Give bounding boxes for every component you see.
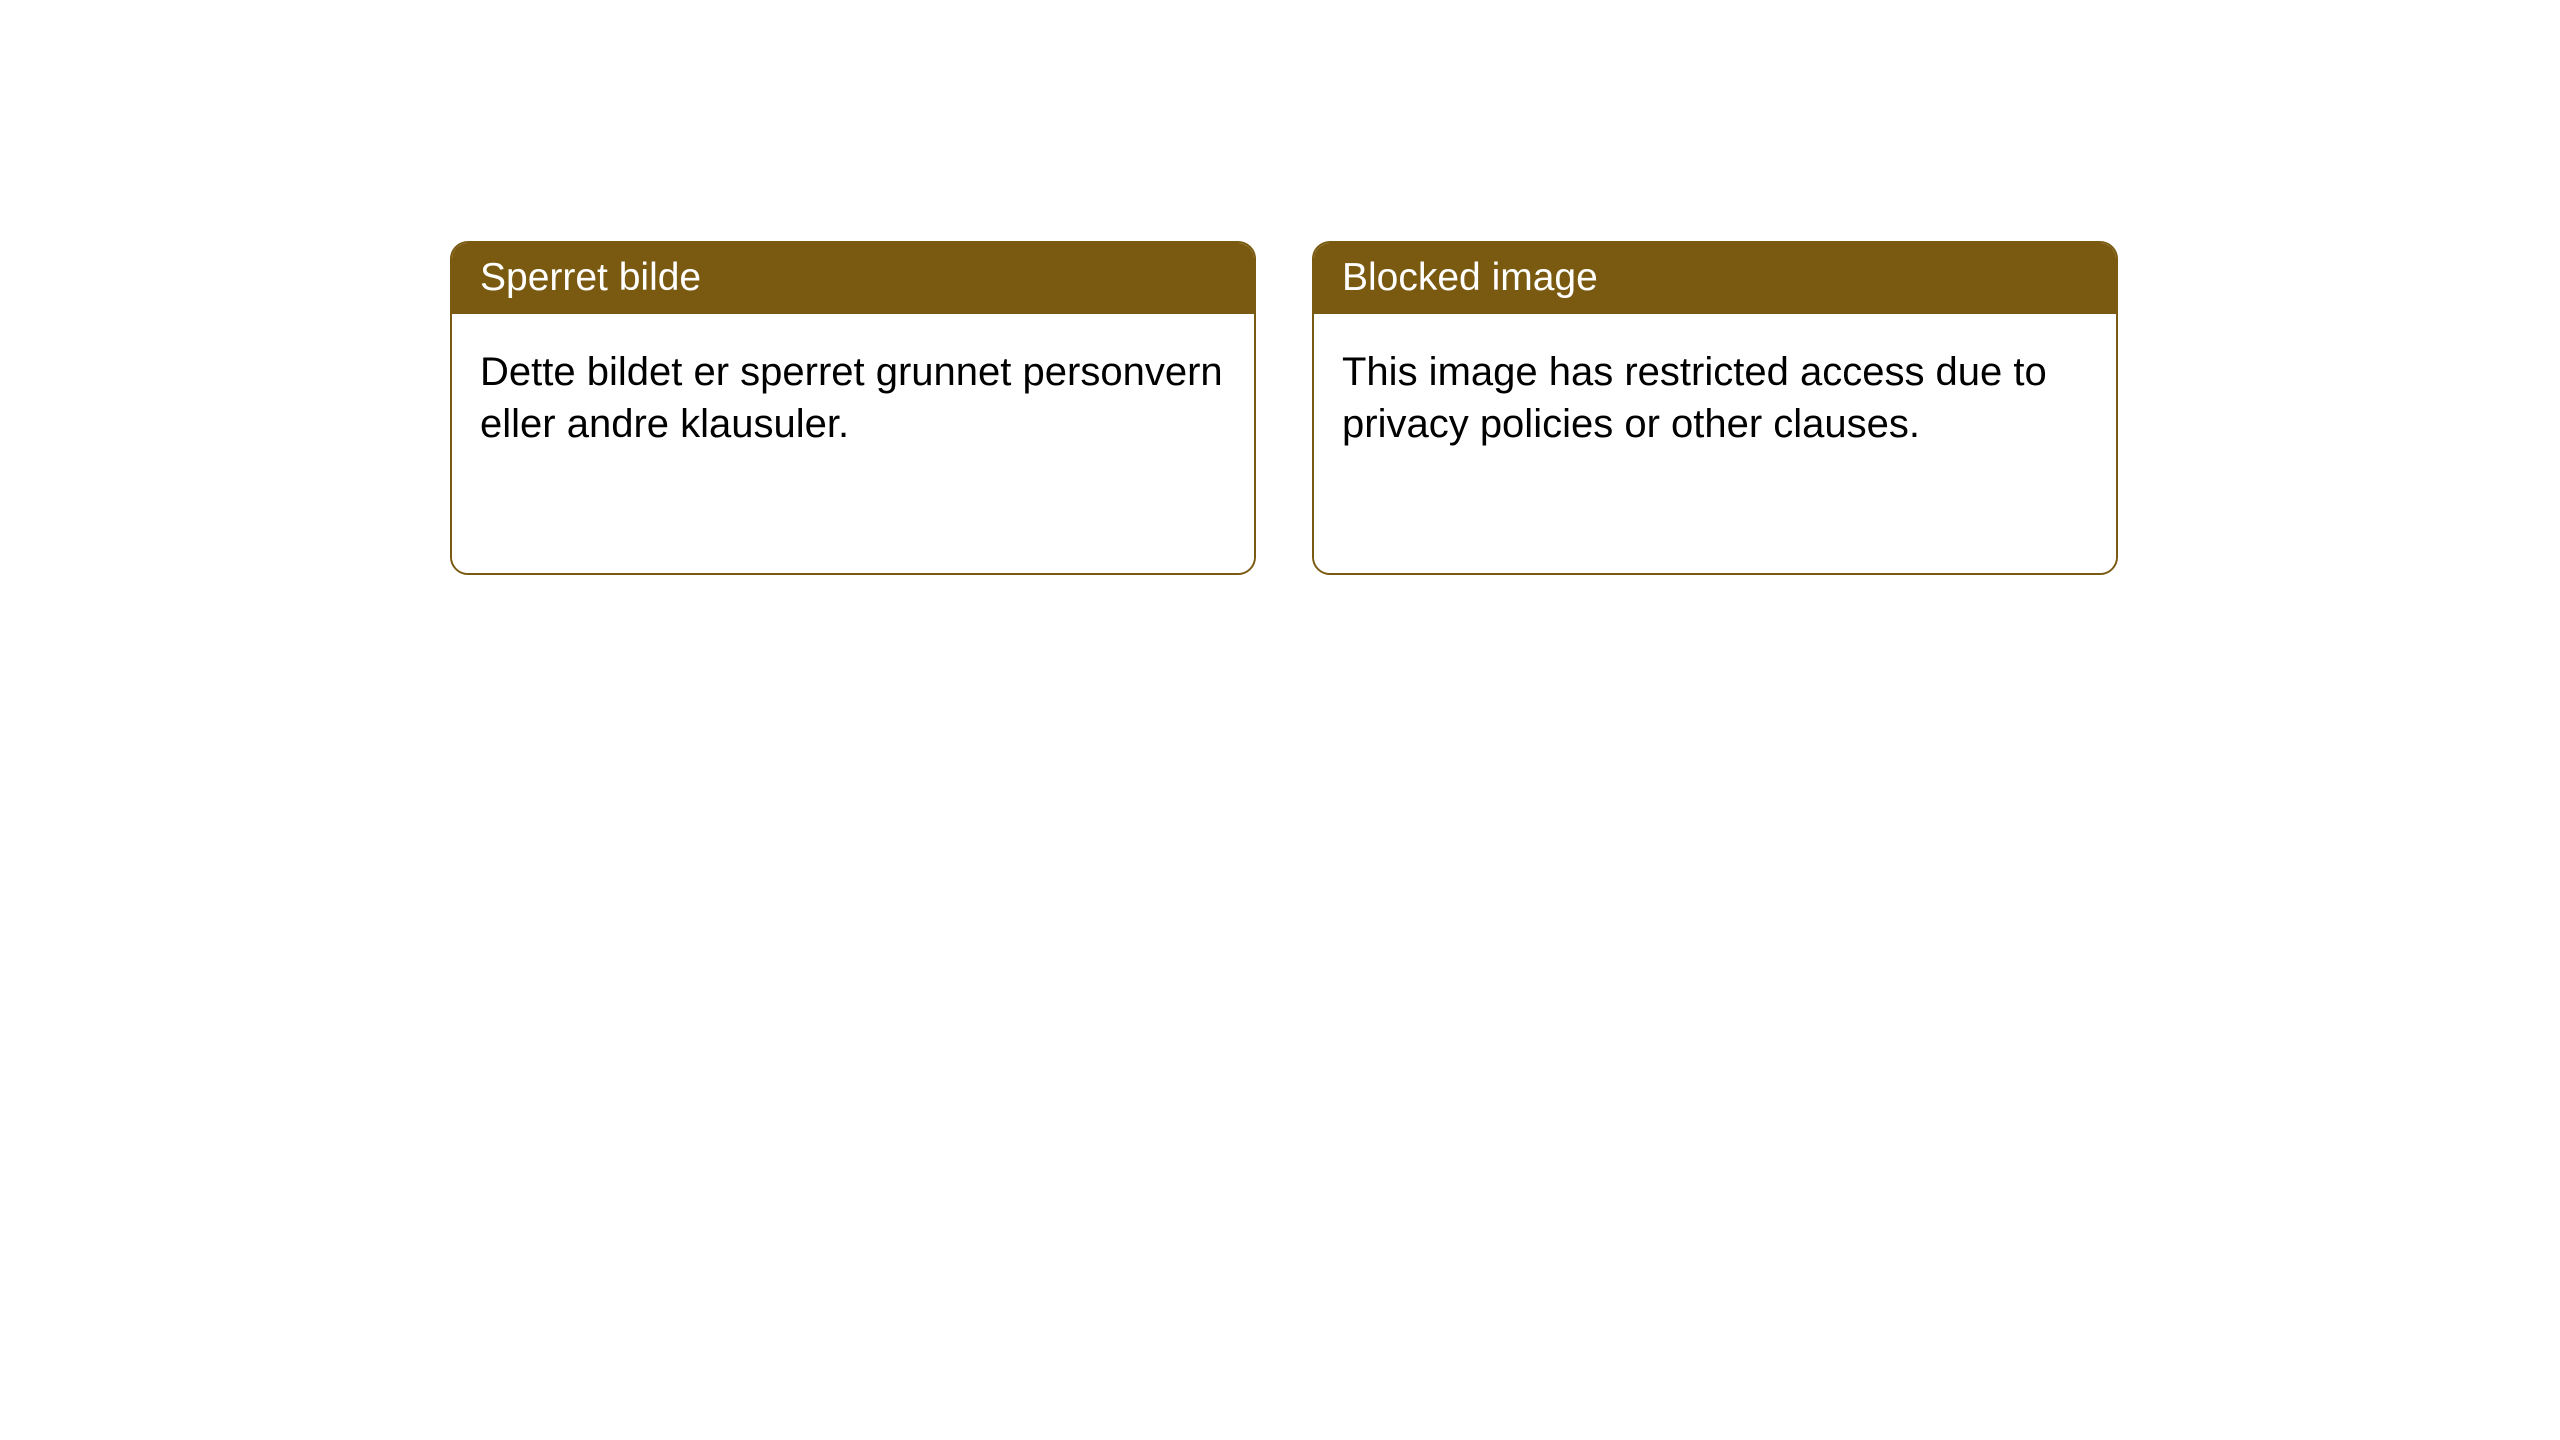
notice-title: Blocked image xyxy=(1342,256,1598,299)
notice-text: This image has restricted access due to … xyxy=(1342,350,2047,446)
notice-container: Sperret bilde Dette bildet er sperret gr… xyxy=(450,241,2118,575)
notice-body-english: This image has restricted access due to … xyxy=(1314,314,2116,573)
notice-card-english: Blocked image This image has restricted … xyxy=(1312,241,2118,575)
notice-title: Sperret bilde xyxy=(480,256,701,299)
notice-text: Dette bildet er sperret grunnet personve… xyxy=(480,350,1223,446)
notice-header-norwegian: Sperret bilde xyxy=(452,243,1254,314)
notice-body-norwegian: Dette bildet er sperret grunnet personve… xyxy=(452,314,1254,573)
notice-card-norwegian: Sperret bilde Dette bildet er sperret gr… xyxy=(450,241,1256,575)
notice-header-english: Blocked image xyxy=(1314,243,2116,314)
